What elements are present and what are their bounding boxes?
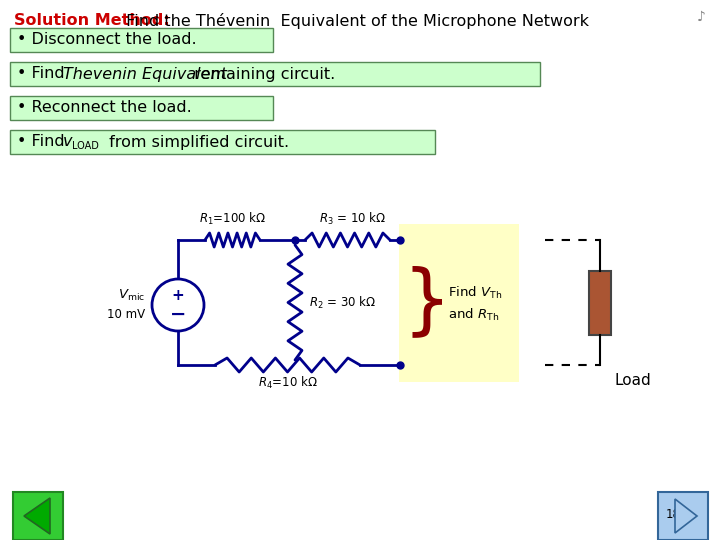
FancyBboxPatch shape	[658, 492, 708, 540]
Text: $R_2$ = 30 k$\Omega$: $R_2$ = 30 k$\Omega$	[309, 294, 376, 310]
Text: remaining circuit.: remaining circuit.	[189, 66, 336, 82]
Polygon shape	[24, 498, 50, 534]
Text: Solution Method:: Solution Method:	[14, 13, 170, 28]
FancyBboxPatch shape	[399, 224, 519, 382]
Text: $R_3$ = 10 k$\Omega$: $R_3$ = 10 k$\Omega$	[319, 211, 386, 227]
FancyBboxPatch shape	[589, 271, 611, 334]
Polygon shape	[675, 499, 697, 533]
Text: Find $V_{\rm Th}$: Find $V_{\rm Th}$	[448, 285, 502, 301]
Text: Load: Load	[614, 373, 651, 388]
FancyBboxPatch shape	[10, 96, 273, 120]
Text: −: −	[170, 305, 186, 323]
Text: Thevenin Equivalent: Thevenin Equivalent	[63, 66, 227, 82]
Text: 18: 18	[665, 508, 680, 521]
Text: • Reconnect the load.: • Reconnect the load.	[17, 100, 192, 116]
Text: • Find: • Find	[17, 134, 70, 150]
Text: $V_{\rm mic}$: $V_{\rm mic}$	[118, 287, 145, 302]
FancyBboxPatch shape	[10, 62, 540, 86]
Text: from simplified circuit.: from simplified circuit.	[104, 134, 289, 150]
Text: • Disconnect the load.: • Disconnect the load.	[17, 32, 197, 48]
Circle shape	[152, 279, 204, 331]
Text: +: +	[171, 288, 184, 303]
Text: ♪: ♪	[697, 10, 706, 24]
Text: $R_1$=100 k$\Omega$: $R_1$=100 k$\Omega$	[199, 211, 266, 227]
Text: $R_4$=10 k$\Omega$: $R_4$=10 k$\Omega$	[258, 375, 318, 391]
FancyBboxPatch shape	[10, 28, 273, 52]
Text: and $R_{\rm Th}$: and $R_{\rm Th}$	[448, 306, 499, 322]
Text: 10 mV: 10 mV	[107, 308, 145, 321]
FancyBboxPatch shape	[10, 130, 435, 154]
Text: LOAD: LOAD	[72, 141, 99, 151]
Text: • Find: • Find	[17, 66, 70, 82]
Text: }: }	[402, 266, 451, 340]
Text: Find the Thévenin  Equivalent of the Microphone Network: Find the Thévenin Equivalent of the Micr…	[121, 13, 589, 29]
FancyBboxPatch shape	[13, 492, 63, 540]
Text: v: v	[63, 133, 73, 148]
